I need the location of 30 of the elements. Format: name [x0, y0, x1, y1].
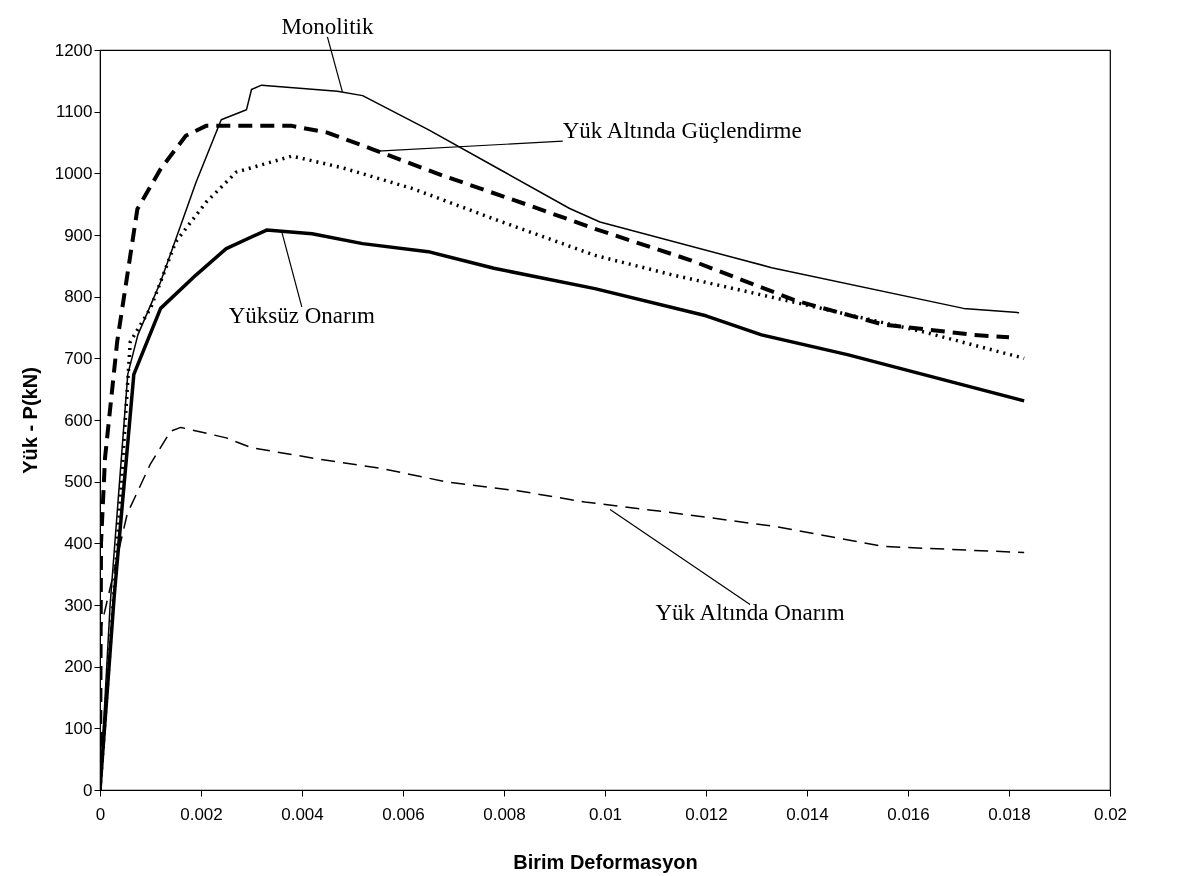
x-tick-label: 0.006 [382, 804, 425, 824]
y-tick-label: 200 [64, 657, 93, 677]
x-tick-label: 0.01 [588, 804, 623, 824]
y-tick-label: 0 [83, 780, 93, 800]
annotation: Yük Altında Güçlendirme [562, 118, 802, 144]
x-axis-title: Birim Deformasyon [513, 850, 698, 873]
y-tick-label: 700 [64, 348, 93, 368]
x-tick-label: 0.012 [685, 804, 728, 824]
x-tick-label: 0.008 [483, 804, 526, 824]
y-tick-label: 900 [64, 225, 93, 245]
y-tick-label: 400 [64, 533, 93, 553]
y-axis-title: Yük - P(kN) [18, 367, 41, 474]
y-tick-label: 100 [64, 718, 93, 738]
y-tick-label: 800 [64, 287, 93, 307]
x-tick-label: 0.016 [887, 804, 930, 824]
x-tick-label: 0.002 [180, 804, 223, 824]
y-tick-label: 1200 [54, 40, 93, 60]
y-tick-label: 1100 [55, 102, 93, 122]
y-tick-label: 1000 [54, 163, 93, 183]
x-tick-label: 0.004 [281, 804, 324, 824]
x-tick-label: 0.018 [988, 804, 1031, 824]
x-tick-label: 0.014 [786, 804, 829, 824]
x-tick-label: 0.02 [1093, 804, 1128, 824]
x-tick-label: 0 [95, 804, 106, 824]
y-tick-label: 300 [64, 595, 93, 615]
annotation: Yüksüz Onarım [228, 302, 376, 328]
y-tick-label: 500 [64, 472, 93, 492]
y-tick-label: 600 [64, 410, 93, 430]
annotation: Monolitik [281, 13, 374, 39]
annotation: Yük Altında Onarım [655, 600, 845, 626]
